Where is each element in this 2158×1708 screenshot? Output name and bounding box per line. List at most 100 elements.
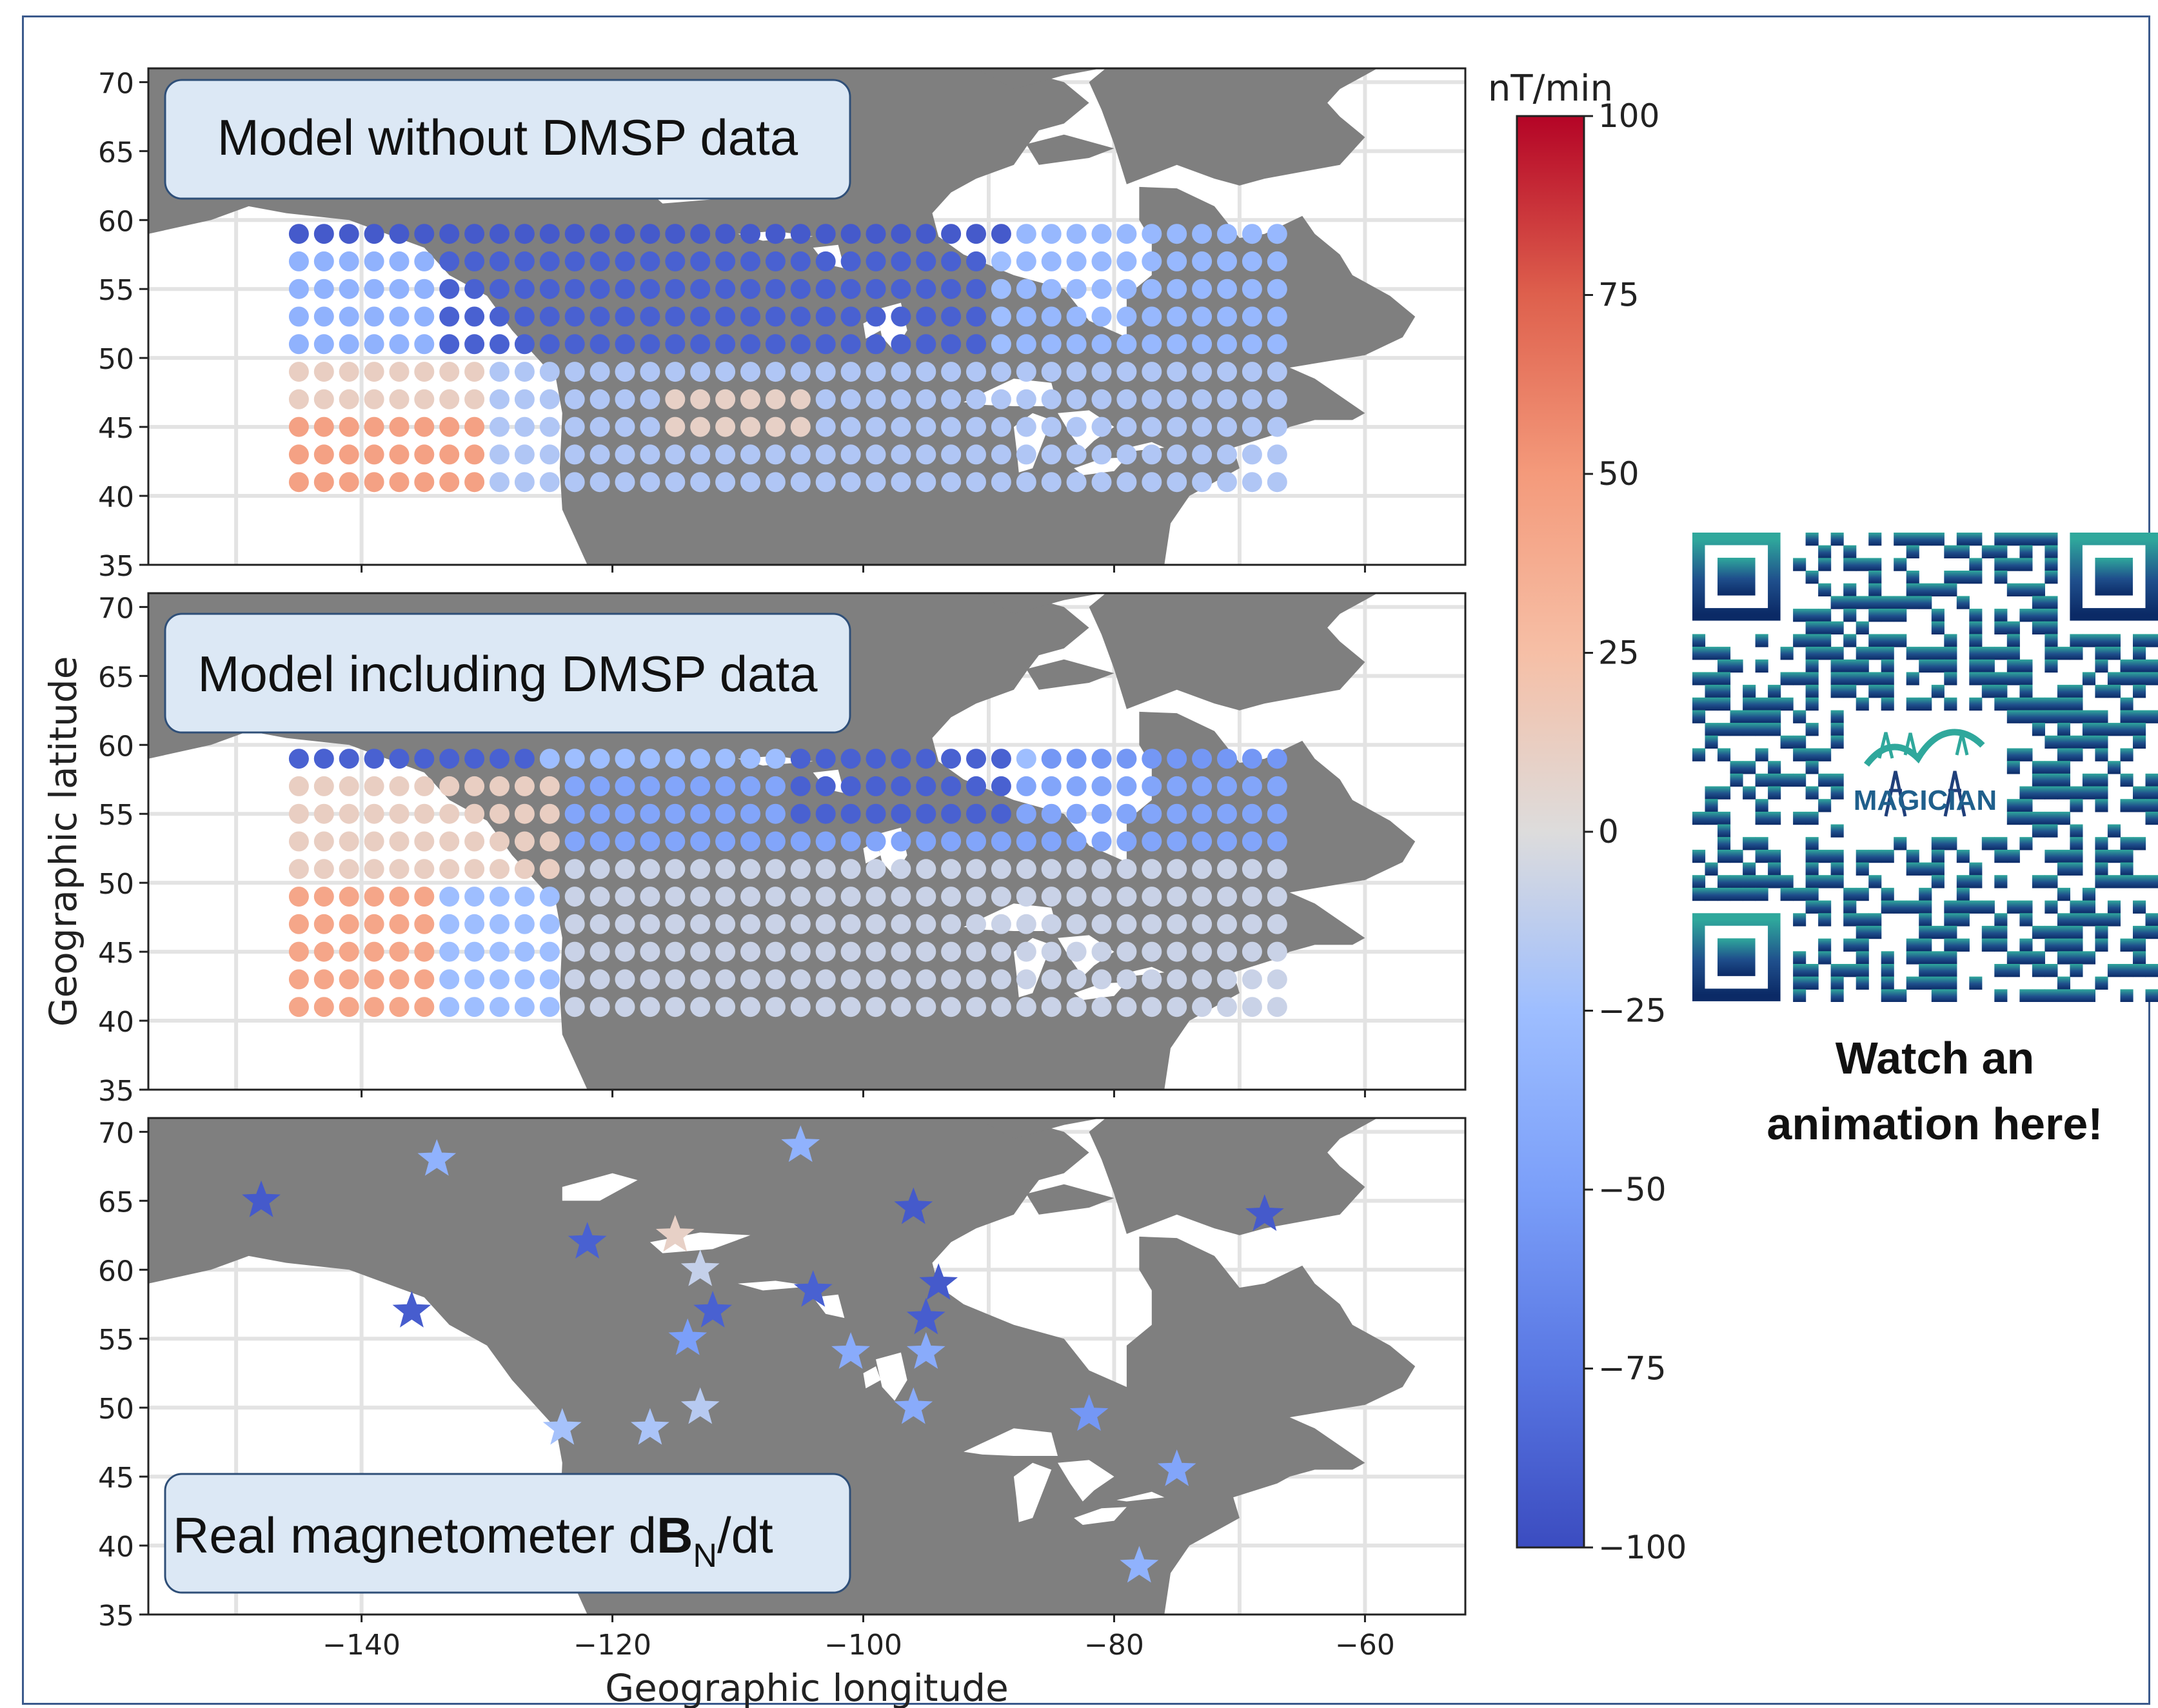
qr-module xyxy=(2107,849,2121,863)
qr-module xyxy=(2095,913,2108,927)
qr-module xyxy=(1705,811,1718,825)
qr-module xyxy=(1717,837,1731,850)
qr-module xyxy=(1856,558,1869,571)
model-dot xyxy=(1242,887,1262,907)
model-dot xyxy=(1016,389,1036,409)
qr-module xyxy=(2057,887,2070,901)
x-axis-tickmarks xyxy=(361,1615,1366,1622)
model-dot xyxy=(539,279,560,299)
model-dot xyxy=(1016,279,1036,299)
qr-module xyxy=(1969,609,1983,622)
model-dot xyxy=(564,776,585,796)
model-dot xyxy=(615,224,635,244)
model-dot xyxy=(389,831,410,852)
qr-module xyxy=(2120,799,2133,812)
qr-module xyxy=(1994,849,2008,863)
model-dot xyxy=(490,803,510,824)
qr-module xyxy=(1743,710,1756,723)
qr-module xyxy=(1856,849,1869,863)
magnetometer-star xyxy=(906,1332,945,1369)
qr-module xyxy=(1805,875,1819,888)
qr-module xyxy=(1705,672,1718,685)
model-dot xyxy=(840,417,861,437)
qr-module xyxy=(1843,583,1857,596)
qr-module xyxy=(2133,723,2146,736)
model-dot xyxy=(615,941,635,962)
model-dot xyxy=(288,831,309,852)
panel-label-box xyxy=(164,1473,851,1594)
qr-module xyxy=(1743,862,1756,876)
colorbar-tick-label: 100 xyxy=(1598,97,1659,135)
model-dot xyxy=(966,389,986,409)
model-dot xyxy=(490,334,510,355)
qr-module xyxy=(2006,710,2020,723)
qr-module xyxy=(1818,900,1832,914)
model-dot xyxy=(288,969,309,990)
model-dot xyxy=(765,472,786,493)
qr-module xyxy=(1881,964,1894,977)
qr-module xyxy=(1906,545,1919,558)
model-dot xyxy=(1116,941,1137,962)
model-dot xyxy=(364,224,384,244)
model-dot xyxy=(715,969,736,990)
model-dot xyxy=(991,417,1011,437)
qr-module xyxy=(1768,685,1781,698)
model-dot xyxy=(514,251,535,271)
model-dot xyxy=(464,776,485,796)
model-dot xyxy=(539,749,560,769)
model-dot xyxy=(1142,941,1162,962)
qr-module xyxy=(1768,875,1781,888)
model-dot xyxy=(589,749,610,769)
qr-module xyxy=(1843,887,1857,901)
model-dot xyxy=(615,859,635,879)
model-dot xyxy=(514,969,535,990)
qr-module xyxy=(2044,659,2058,673)
qr-module xyxy=(2070,837,2083,850)
qr-module xyxy=(2120,748,2133,761)
qr-module xyxy=(1868,685,1882,698)
qr-module xyxy=(2057,735,2070,749)
magnetometer-stars xyxy=(242,1125,1284,1583)
model-dot xyxy=(916,859,936,879)
colorbar: nT/min 100 75 50 25 0 −25 −50 −75 −100 xyxy=(1488,68,1687,1566)
model-dot xyxy=(514,914,535,934)
model-dot xyxy=(464,472,485,493)
model-dot xyxy=(514,887,535,907)
model-dot xyxy=(1091,417,1112,437)
magnetometer-star xyxy=(1069,1394,1109,1431)
qr-module xyxy=(2095,659,2108,673)
qr-code[interactable]: MAGICIAN xyxy=(1692,533,2158,1003)
model-dot xyxy=(439,776,460,796)
qr-module xyxy=(2070,786,2083,800)
qr-module xyxy=(1755,697,1768,711)
model-dot xyxy=(364,472,384,493)
qr-module xyxy=(2044,647,2058,660)
colorbar-tick-label: −50 xyxy=(1598,1171,1667,1208)
qr-module xyxy=(1830,723,1844,736)
qr-module xyxy=(2044,545,2058,558)
model-dot xyxy=(1116,417,1137,437)
qr-module xyxy=(1868,558,1882,571)
model-dot xyxy=(1142,914,1162,934)
qr-module xyxy=(2095,837,2108,850)
model-dot xyxy=(615,803,635,824)
qr-module xyxy=(1830,862,1844,876)
mainland xyxy=(148,1118,1416,1615)
model-dot xyxy=(389,914,410,934)
qr-module xyxy=(1830,710,1844,723)
qr-module xyxy=(1906,596,1919,609)
model-dot xyxy=(640,389,660,409)
model-dot xyxy=(790,831,811,852)
model-dot xyxy=(665,831,686,852)
qr-module xyxy=(1730,710,1743,723)
model-dot xyxy=(640,334,660,355)
qr-module xyxy=(1881,989,1894,1003)
qr-module xyxy=(1919,862,1932,876)
qr-module xyxy=(2032,925,2045,939)
y-tick-label: 40 xyxy=(98,1006,134,1039)
qr-module xyxy=(1956,849,1970,863)
qr-module xyxy=(1768,723,1781,736)
model-dot xyxy=(740,941,760,962)
qr-module xyxy=(1805,900,1819,914)
model-dot xyxy=(1167,334,1187,355)
